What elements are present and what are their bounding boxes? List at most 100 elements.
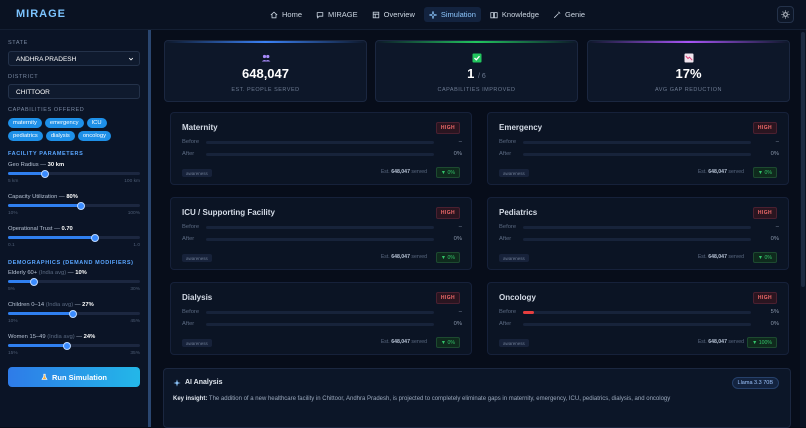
before-bar [206,226,434,229]
nav-simulation-label: Simulation [440,10,476,19]
delta-badge: ▼ 0% [752,252,777,263]
state-label: STATE [8,40,28,46]
after-value: 0% [453,236,462,242]
ai-analysis-text: Key insight: The addition of a new healt… [173,395,783,404]
children-label: Children 0–14 [8,302,45,308]
priority-badge: HIGH [752,292,777,304]
after-value: 0% [453,151,462,157]
slider-thumb[interactable] [68,309,77,318]
state-select[interactable]: ANDHRA PRADESH [8,51,140,66]
district-input[interactable]: CHITTOOR [8,84,140,99]
capability-title: Emergency [499,123,543,132]
sidebar-scrollbar[interactable] [148,30,151,427]
slider-thumb[interactable] [30,277,39,286]
slider-thumb[interactable] [91,233,100,242]
check-icon [472,53,481,63]
served-text: Est. 648,047 served [698,169,744,175]
trust-slider[interactable] [8,233,140,242]
before-label: Before [182,224,200,230]
women-slider[interactable] [8,341,140,350]
ai-analysis-panel: AI Analysis Llama 3.3 70B Key insight: T… [163,368,791,428]
served-suffix: served [411,254,427,260]
range-max: 100 km [124,179,140,184]
theme-toggle-button[interactable] [777,6,794,23]
demographics-label: DEMOGRAPHICS (DEMAND MODIFIERS) [8,260,134,266]
elderly-slider[interactable] [8,277,140,286]
nav-overview-label: Overview [383,10,415,19]
before-row: Before 5% [499,309,779,317]
stat-label: CAPABILITIES IMPROVED [437,87,516,93]
women-param: Women 15–49 (India avg) — 24% 15% 35% [8,334,140,356]
served-prefix: Est. [380,254,390,260]
geo-radius-slider[interactable] [8,169,140,178]
geo-radius-value: 30 km [47,162,65,168]
before-bar [523,226,751,229]
before-row: Before – [499,224,779,232]
chip-dialysis[interactable]: dialysis [45,131,75,141]
home-icon [270,11,278,18]
sidebar: STATE ANDHRA PRADESH DISTRICT CHITTOOR C… [0,30,150,427]
priority-badge: HIGH [435,122,460,134]
nav-genie[interactable]: Genie [548,7,590,22]
before-label: Before [499,224,517,230]
slider-thumb[interactable] [40,169,49,178]
nav-simulation[interactable]: Simulation [423,7,481,22]
before-row: Before – [499,139,779,147]
capability-card: Oncology HIGH Before 5% After 0% awareness Est.… [487,282,789,355]
stat-capabilities-improved: 1 / 6 CAPABILITIES IMPROVED [375,40,578,102]
nav-knowledge[interactable]: Knowledge [485,7,544,22]
delta-badge: ▼ 0% [752,167,777,178]
before-label: Before [182,309,200,315]
district-label: DISTRICT [8,74,39,80]
children-slider[interactable] [8,309,140,318]
served-suffix: served [728,254,744,260]
stat-sub: / 6 [478,73,486,80]
run-simulation-button[interactable]: Run Simulation [8,367,140,387]
women-label: Women 15–49 [8,334,46,340]
chip-icu[interactable]: ICU [86,118,107,128]
chip-maternity[interactable]: maternity [8,118,42,128]
capability-card: Emergency HIGH Before – After 0% awareness Est.… [487,112,789,185]
before-bar [523,141,751,144]
capacity-value: 80% [66,194,78,200]
before-row: Before – [182,309,462,317]
slider-thumb[interactable] [63,341,72,350]
range-max: 45% [130,319,140,324]
served-value: 648,047 [708,169,727,175]
capability-title: Maternity [182,123,218,132]
range-max: 1.0 [133,243,140,248]
chip-oncology[interactable]: oncology [77,131,112,141]
district-value: CHITTOOR [16,89,50,96]
before-row: Before – [182,224,462,232]
before-value: – [458,139,462,145]
capacity-param: Capacity Utilization — 80% 10% 100% [8,194,140,216]
nav-genie-label: Genie [565,10,586,19]
stat-label: AVG GAP REDUCTION [655,87,722,93]
app-logo[interactable]: MIRAGE [16,8,66,20]
after-value: 0% [770,321,779,327]
stat-avg-gap-reduction: 17% AVG GAP REDUCTION [587,40,790,102]
served-text: Est. 648,047 served [698,339,744,345]
main-scrollbar[interactable] [800,30,806,427]
nav-mirage[interactable]: MIRAGE [311,7,363,22]
nav-home[interactable]: Home [265,7,307,22]
chat-icon [316,11,324,19]
capabilities-label: CAPABILITIES OFFERED [8,107,85,113]
sparkle-icon [173,379,181,387]
wand-icon [553,11,561,18]
range-min: 5 km [8,179,19,184]
capability-title: Dialysis [182,293,213,302]
chip-pediatrics[interactable]: pediatrics [8,131,43,141]
nav-overview[interactable]: Overview [367,7,420,22]
slider-thumb[interactable] [76,201,85,210]
ai-analysis-title: AI Analysis [185,379,223,386]
capacity-slider[interactable] [8,201,140,210]
model-badge: Llama 3.3 70B [731,377,779,389]
before-value: 5% [770,309,779,315]
before-bar [206,141,434,144]
served-text: Est. 648,047 served [381,339,427,345]
chip-emergency[interactable]: emergency [44,118,84,128]
awareness-tag: awareness [182,169,212,177]
stat-value: 1 [467,66,475,81]
capacity-label: Capacity Utilization — [8,194,65,200]
